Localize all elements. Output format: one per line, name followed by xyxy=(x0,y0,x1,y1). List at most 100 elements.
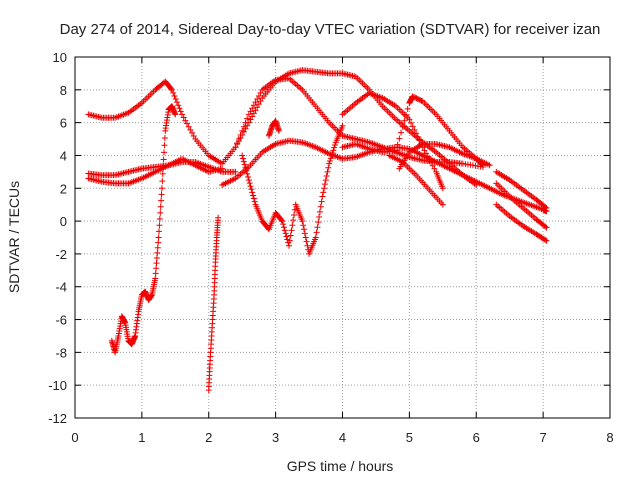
data-point xyxy=(240,158,247,165)
data-point xyxy=(156,222,163,229)
data-point xyxy=(299,218,306,225)
series-arc-f xyxy=(339,90,446,192)
data-point xyxy=(172,111,179,118)
data-point xyxy=(159,170,166,177)
data-point xyxy=(156,216,163,223)
series-arc-o xyxy=(239,122,346,257)
data-point xyxy=(158,197,165,204)
data-point xyxy=(275,127,282,134)
data-point xyxy=(245,119,252,126)
data-point xyxy=(408,119,415,126)
data-point xyxy=(240,155,247,162)
data-point xyxy=(314,224,321,231)
data-point xyxy=(313,229,320,236)
data-point xyxy=(242,164,249,171)
data-point xyxy=(255,101,262,108)
data-point xyxy=(330,147,337,154)
data-point xyxy=(406,116,413,123)
series-arc-l xyxy=(493,168,550,211)
series-arc-j xyxy=(493,201,550,244)
data-point xyxy=(187,126,194,133)
y-axis-label: SDTVAR / TECUs xyxy=(6,181,22,293)
y-tick-label: -4 xyxy=(55,280,67,295)
data-point xyxy=(279,218,286,225)
data-point xyxy=(542,223,549,230)
data-point xyxy=(326,157,333,164)
data-point xyxy=(232,144,239,151)
data-point xyxy=(413,130,420,137)
data-point xyxy=(152,275,159,282)
data-point xyxy=(245,177,252,184)
data-point xyxy=(325,164,332,171)
data-point xyxy=(319,193,326,200)
x-tick-label: 3 xyxy=(272,430,279,445)
data-point xyxy=(160,156,167,163)
data-point xyxy=(286,242,292,249)
data-point xyxy=(249,113,256,120)
data-point xyxy=(411,126,418,133)
data-point xyxy=(412,94,419,101)
data-point xyxy=(543,204,550,211)
data-point xyxy=(245,111,252,118)
data-point xyxy=(154,244,161,251)
chart-title: Day 274 of 2014, Sidereal Day-to-day VTE… xyxy=(60,21,601,38)
data-point xyxy=(232,168,239,175)
data-point xyxy=(396,135,403,142)
y-tick-label: 8 xyxy=(60,83,67,98)
data-point xyxy=(158,185,165,192)
data-point xyxy=(155,239,162,246)
data-point xyxy=(161,149,168,156)
data-point xyxy=(179,111,185,118)
data-point xyxy=(316,208,323,215)
data-point xyxy=(301,226,308,233)
series-arc-i xyxy=(386,152,446,208)
data-point xyxy=(246,180,253,187)
data-point xyxy=(254,96,261,103)
y-tick-label: -8 xyxy=(55,345,67,360)
data-point xyxy=(393,147,399,154)
x-axis: 0 1 2 3 4 5 6 7 8 xyxy=(71,57,614,445)
data-point xyxy=(235,138,242,145)
data-point xyxy=(248,186,255,193)
y-tick-label: 0 xyxy=(60,214,67,229)
series-arc-n xyxy=(205,214,222,394)
data-point xyxy=(403,111,410,118)
data-point xyxy=(328,152,335,159)
data-point xyxy=(157,209,164,216)
y-tick-label: 10 xyxy=(53,50,67,65)
data-point xyxy=(323,172,330,179)
data-point xyxy=(159,178,166,185)
data-point xyxy=(394,141,401,148)
data-point xyxy=(543,237,550,244)
data-point xyxy=(156,228,163,235)
data-point xyxy=(154,249,161,256)
data-point xyxy=(320,189,327,196)
data-point xyxy=(321,185,328,192)
data-point xyxy=(301,230,308,237)
data-point xyxy=(234,141,241,148)
x-tick-label: 2 xyxy=(205,430,212,445)
data-point xyxy=(177,108,184,115)
data-point xyxy=(173,99,180,106)
series-arc-g xyxy=(339,93,486,169)
data-point xyxy=(153,255,160,262)
data-point xyxy=(415,96,422,103)
data-point xyxy=(486,162,493,169)
data-point xyxy=(251,198,258,205)
data-point xyxy=(404,105,411,112)
data-point xyxy=(413,95,420,102)
data-point xyxy=(421,147,428,154)
data-point xyxy=(414,95,421,102)
data-point xyxy=(245,173,252,180)
data-point xyxy=(250,195,257,202)
data-point xyxy=(257,89,264,96)
data-point xyxy=(339,122,346,129)
data-point xyxy=(401,117,408,124)
x-tick-label: 1 xyxy=(138,430,145,445)
y-tick-label: -12 xyxy=(48,411,67,426)
series-arc-e xyxy=(85,155,226,187)
x-axis-label: GPS time / hours xyxy=(287,458,394,474)
data-point xyxy=(152,270,159,277)
data-point xyxy=(284,236,291,243)
data-point xyxy=(190,132,197,139)
